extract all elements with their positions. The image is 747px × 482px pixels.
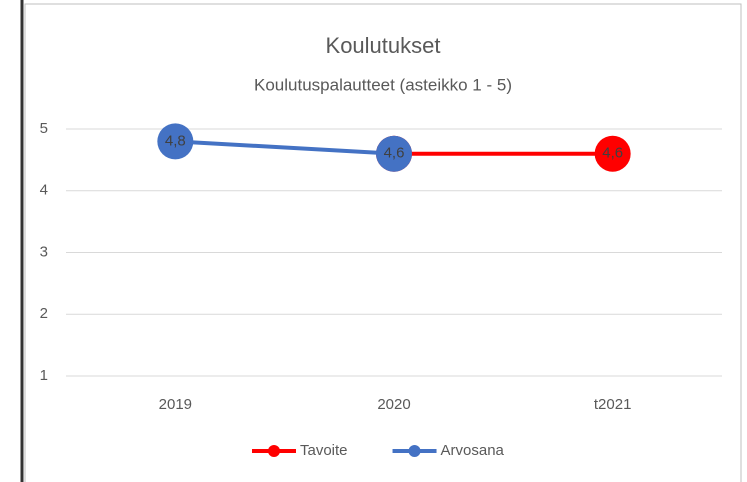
series-line — [175, 139, 395, 156]
legend-marker — [408, 445, 421, 457]
y-tick-label: 4 — [40, 182, 48, 199]
legend-label: Arvosana — [441, 442, 505, 459]
legend-label: Tavoite — [300, 442, 348, 459]
data-label: 4,8 — [165, 132, 186, 149]
x-tick-label: t2021 — [594, 396, 632, 413]
marker — [376, 135, 412, 172]
y-tick-label: 5 — [40, 120, 48, 137]
marker — [157, 123, 194, 160]
data-label: 4,6 — [384, 145, 405, 162]
y-tick-label: 3 — [40, 243, 48, 260]
chart-subtitle: Koulutuspalautteet (asteikko 1 - 5) — [254, 75, 512, 94]
marker — [594, 135, 631, 172]
legend-marker — [268, 445, 280, 457]
chart-title: Koulutukset — [326, 33, 441, 58]
x-tick-label: 2020 — [377, 396, 410, 413]
x-tick-label: 2019 — [159, 396, 192, 413]
y-tick-label: 2 — [40, 305, 48, 322]
chart-frame — [24, 3, 742, 482]
data-label: 4,6 — [602, 145, 623, 162]
y-tick-label: 1 — [40, 367, 48, 384]
